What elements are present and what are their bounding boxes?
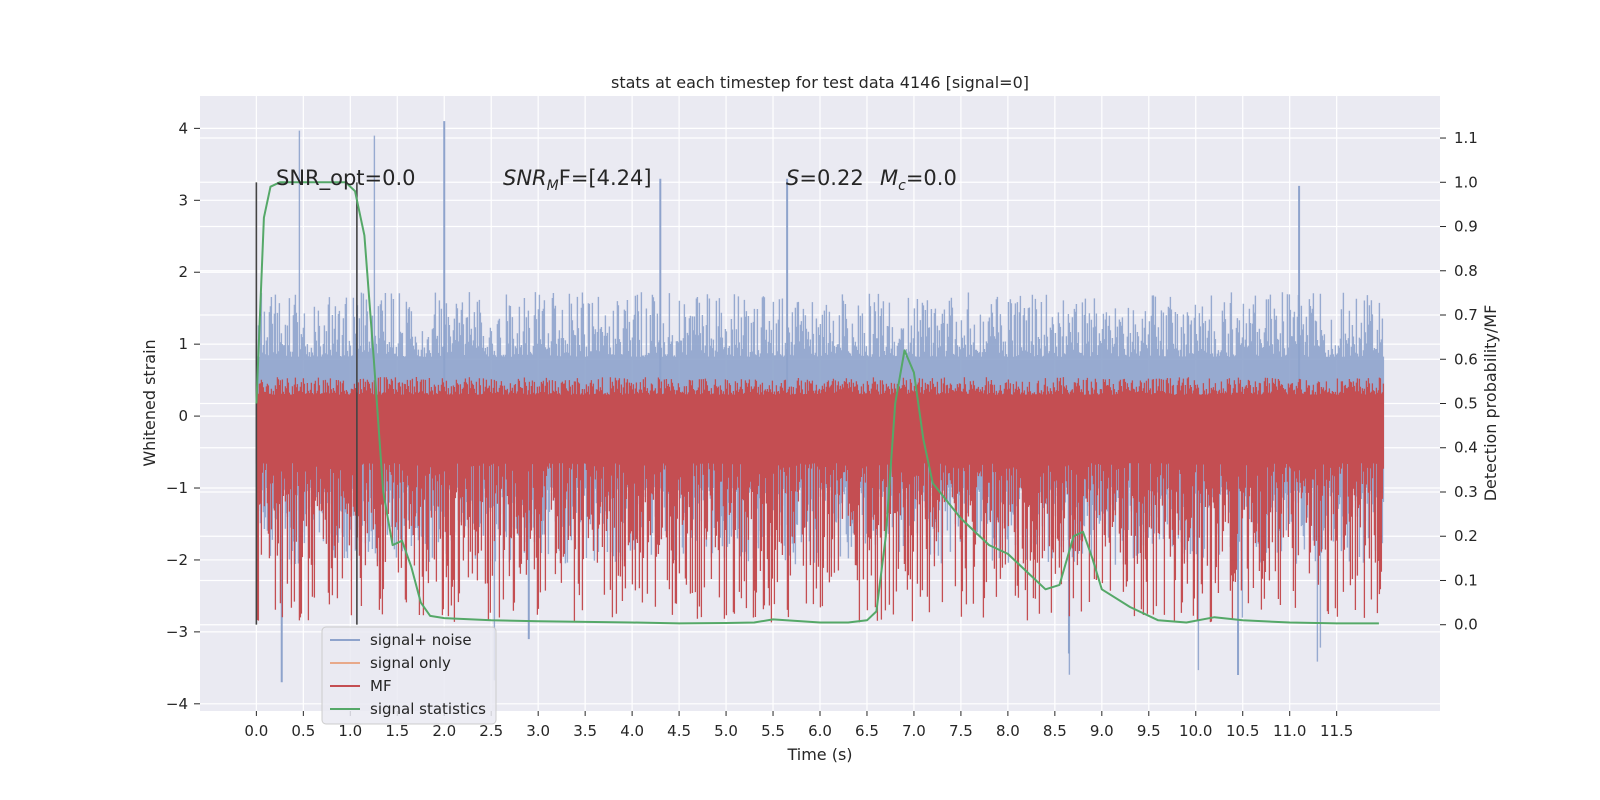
y-left-tick-label: 2 <box>178 263 188 281</box>
x-tick-label: 6.0 <box>808 722 832 740</box>
legend-label-mf: MF <box>370 677 392 695</box>
x-tick-label: 11.5 <box>1320 722 1353 740</box>
mc-sub: c <box>898 178 906 194</box>
x-tick-label: 8.5 <box>1043 722 1067 740</box>
x-tick-label: 4.5 <box>667 722 691 740</box>
legend-label-signal-noise: signal+ noise <box>370 631 472 649</box>
y-right-tick-label: 0.0 <box>1454 616 1478 634</box>
legend-label-signal-statistics: signal statistics <box>370 700 486 718</box>
legend: signal+ noise signal only MF signal stat… <box>321 626 497 725</box>
y-right-tick-label: 0.1 <box>1454 571 1478 589</box>
y-right-tick-label: 0.4 <box>1454 439 1478 457</box>
x-tick-label: 1.0 <box>338 722 362 740</box>
y-left-tick-label: 0 <box>178 407 188 425</box>
y-right-tick-label: 0.2 <box>1454 527 1478 545</box>
x-tick-label: 0.5 <box>291 722 315 740</box>
y-left-tick-label: 1 <box>178 335 188 353</box>
mc-value: =0.0 <box>906 166 957 190</box>
y-left-tick-label: −4 <box>166 695 188 713</box>
snr-mf-main: SNR <box>503 166 547 190</box>
x-tick-label: 8.0 <box>996 722 1020 740</box>
y-axis-right-label: Detection probability/MF <box>1481 305 1500 502</box>
x-tick-label: 9.5 <box>1137 722 1161 740</box>
x-tick-label: 0.0 <box>244 722 268 740</box>
y-right-tick-label: 0.8 <box>1454 262 1478 280</box>
snr-opt-annotation: SNR_opt=0.0 <box>276 166 416 191</box>
mc-label: M <box>880 166 898 190</box>
x-tick-label: 10.0 <box>1179 722 1212 740</box>
snr-mf-sub: M <box>547 178 559 194</box>
snr-mf-annotation: SNRMF=[4.24] <box>503 166 652 194</box>
y-left-tick-label: −1 <box>166 479 188 497</box>
x-tick-label: 7.5 <box>949 722 973 740</box>
y-right-tick-label: 1.1 <box>1454 129 1478 147</box>
x-tick-label: 5.5 <box>761 722 785 740</box>
x-axis-ticks: 0.0 0.5 1.0 1.5 2.0 2.5 3.0 3.5 4.0 4.5 5.0 5.5 6.0 6… <box>244 711 1353 740</box>
s-value: =0.22 <box>799 166 863 190</box>
legend-box <box>321 626 497 725</box>
legend-label-signal-only: signal only <box>370 654 451 672</box>
y-right-tick-label: 0.5 <box>1454 395 1478 413</box>
y-right-tick-label: 0.6 <box>1454 350 1478 368</box>
x-tick-label: 3.0 <box>526 722 550 740</box>
y-left-tick-label: −2 <box>166 551 188 569</box>
x-tick-label: 9.0 <box>1090 722 1114 740</box>
x-tick-label: 10.5 <box>1226 722 1259 740</box>
signal-statistics-series <box>255 181 1379 625</box>
snr-mf-rest: F=[4.24] <box>559 166 652 190</box>
y-right-tick-label: 0.3 <box>1454 483 1478 501</box>
y-right-tick-label: 1.0 <box>1454 173 1478 191</box>
x-tick-label: 1.5 <box>385 722 409 740</box>
x-tick-label: 11.0 <box>1273 722 1306 740</box>
s-annotation: S=0.22 <box>786 166 864 190</box>
x-tick-label: 7.0 <box>902 722 926 740</box>
marker-lines <box>255 182 358 625</box>
y-left-tick-label: 4 <box>178 119 188 137</box>
x-axis-label: Time (s) <box>786 745 852 764</box>
y-right-tick-label: 0.7 <box>1454 306 1478 324</box>
x-tick-label: 2.0 <box>432 722 456 740</box>
s-label: S <box>786 166 799 190</box>
signal-statistics-line <box>255 181 1379 625</box>
y-axis-left-label: Whitened strain <box>140 339 159 466</box>
mc-annotation: Mc=0.0 <box>880 166 957 194</box>
x-tick-label: 3.5 <box>573 722 597 740</box>
x-tick-label: 5.0 <box>714 722 738 740</box>
chart-title: stats at each timestep for test data 414… <box>611 73 1029 92</box>
y-left-tick-label: 3 <box>178 191 188 209</box>
y-left-tick-label: −3 <box>166 623 188 641</box>
x-tick-label: 2.5 <box>479 722 503 740</box>
y-right-tick-label: 0.9 <box>1454 218 1478 236</box>
x-tick-label: 4.0 <box>620 722 644 740</box>
y-axis-right-ticks: 1.1 1.0 0.9 0.8 0.7 0.6 0.5 0.4 0.3 0.2 0.1 0.0 <box>1440 129 1478 634</box>
x-tick-label: 6.5 <box>855 722 879 740</box>
y-axis-left-ticks: 4 3 2 1 0 −1 −2 −3 −4 <box>166 119 200 713</box>
